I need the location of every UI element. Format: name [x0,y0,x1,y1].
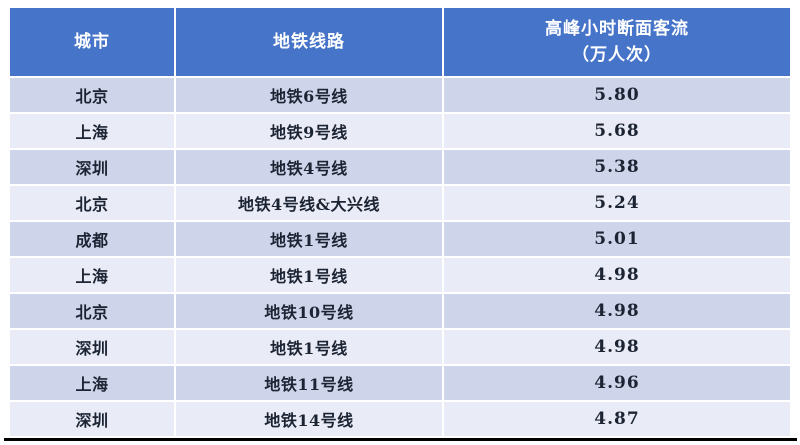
column-header-peak-flow: 高峰小时断面客流 （万人次） [444,8,790,76]
column-header-city: 城市 [10,8,174,76]
city-cell: 北京 [10,294,174,328]
metro-flow-table: 城市 地铁线路 高峰小时断面客流 （万人次） 北京 地铁6号线 5.80 上海 地铁9号… [10,8,790,436]
metro-line-cell: 地铁6号线 [176,78,442,112]
city-cell: 深圳 [10,150,174,184]
column-header-peak-flow-label-line2: （万人次） [572,45,662,65]
city-cell: 上海 [10,258,174,292]
peak-flow-cell: 5.24 [444,186,790,220]
bottom-rule [4,438,797,441]
city-cell: 上海 [10,366,174,400]
column-header-peak-flow-label-line1: 高峰小时断面客流 [545,18,689,39]
city-cell: 北京 [10,78,174,112]
metro-line-cell: 地铁1号线 [176,222,442,256]
peak-flow-cell: 5.80 [444,78,790,112]
metro-line-cell: 地铁11号线 [176,366,442,400]
metro-line-cell: 地铁1号线 [176,330,442,364]
peak-flow-cell: 5.01 [444,222,790,256]
peak-flow-cell: 4.98 [444,258,790,292]
metro-line-cell: 地铁9号线 [176,114,442,148]
peak-flow-cell: 4.98 [444,330,790,364]
metro-line-cell: 地铁1号线 [176,258,442,292]
city-cell: 深圳 [10,402,174,436]
city-cell: 成都 [10,222,174,256]
peak-flow-cell: 4.87 [444,402,790,436]
peak-flow-cell: 4.98 [444,294,790,328]
column-header-metro-line-label: 地铁线路 [273,31,345,52]
peak-flow-cell: 4.96 [444,366,790,400]
city-cell: 北京 [10,186,174,220]
metro-line-cell: 地铁4号线&大兴线 [176,186,442,220]
peak-flow-cell: 5.68 [444,114,790,148]
metro-line-cell: 地铁4号线 [176,150,442,184]
peak-flow-cell: 5.38 [444,150,790,184]
metro-line-cell: 地铁14号线 [176,402,442,436]
column-header-city-label: 城市 [74,31,110,52]
column-header-metro-line: 地铁线路 [176,8,442,76]
city-cell: 上海 [10,114,174,148]
city-cell: 深圳 [10,330,174,364]
metro-line-cell: 地铁10号线 [176,294,442,328]
